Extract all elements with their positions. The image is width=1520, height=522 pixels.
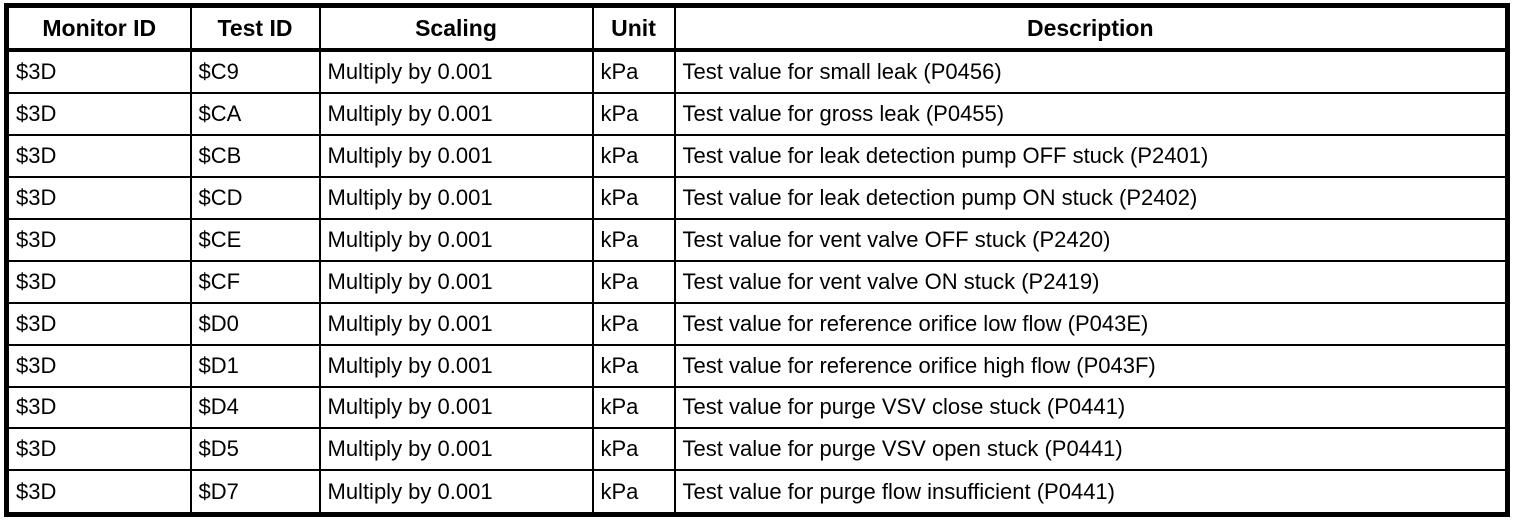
scaling-cell: Multiply by 0.001: [318, 48, 594, 95]
table-row: $3D $CB Multiply by 0.001 kPa Test value…: [5, 134, 1509, 179]
monitor-id-cell: $3D: [5, 176, 192, 220]
monitor-id-cell: $3D: [5, 427, 192, 472]
scaling-cell: Multiply by 0.001: [318, 92, 594, 137]
unit-cell: kPa: [591, 301, 676, 346]
scaling-cell: Multiply by 0.001: [318, 259, 594, 304]
table-row: $3D $D4 Multiply by 0.001 kPa Test value…: [5, 385, 1509, 430]
description-cell: Test value for vent valve ON stuck (P241…: [673, 259, 1509, 304]
unit-cell: kPa: [591, 218, 676, 262]
monitor-id-cell: $3D: [5, 469, 192, 516]
description-cell: Test value for reference orifice high fl…: [673, 343, 1509, 388]
column-header-unit: Unit: [591, 4, 676, 52]
test-id-cell: $CA: [189, 92, 321, 137]
unit-cell: kPa: [591, 427, 676, 472]
test-id-cell: $CB: [189, 134, 321, 179]
scaling-cell: Multiply by 0.001: [318, 134, 594, 179]
unit-cell: kPa: [591, 469, 676, 516]
test-id-cell: $CE: [189, 218, 321, 262]
description-cell: Test value for gross leak (P0455): [673, 92, 1509, 137]
header-row: Monitor ID Test ID Scaling Unit Descript…: [5, 4, 1509, 52]
scaling-cell: Multiply by 0.001: [318, 176, 594, 220]
monitor-id-cell: $3D: [5, 259, 192, 304]
test-id-cell: $CD: [189, 176, 321, 220]
test-id-cell: $D7: [189, 469, 321, 516]
description-cell: Test value for purge flow insufficient (…: [673, 469, 1509, 516]
table-row: $3D $CA Multiply by 0.001 kPa Test value…: [5, 92, 1509, 137]
description-cell: Test value for small leak (P0456): [673, 48, 1509, 95]
column-header-test-id: Test ID: [189, 4, 321, 52]
scaling-cell: Multiply by 0.001: [318, 218, 594, 262]
test-id-cell: $CF: [189, 259, 321, 304]
unit-cell: kPa: [591, 176, 676, 220]
column-header-monitor-id: Monitor ID: [5, 4, 192, 52]
test-id-cell: $C9: [189, 48, 321, 95]
scaling-cell: Multiply by 0.001: [318, 469, 594, 516]
unit-cell: kPa: [591, 134, 676, 179]
unit-cell: kPa: [591, 385, 676, 430]
unit-cell: kPa: [591, 92, 676, 137]
unit-cell: kPa: [591, 343, 676, 388]
monitor-id-cell: $3D: [5, 218, 192, 262]
table-row: $3D $D1 Multiply by 0.001 kPa Test value…: [5, 343, 1509, 388]
monitor-test-spec-table: Monitor ID Test ID Scaling Unit Descript…: [4, 3, 1510, 517]
monitor-id-cell: $3D: [5, 92, 192, 137]
column-header-scaling: Scaling: [318, 4, 594, 52]
unit-cell: kPa: [591, 259, 676, 304]
monitor-id-cell: $3D: [5, 301, 192, 346]
table-row: $3D $D0 Multiply by 0.001 kPa Test value…: [5, 301, 1509, 346]
test-id-cell: $D0: [189, 301, 321, 346]
monitor-id-cell: $3D: [5, 134, 192, 179]
scaling-cell: Multiply by 0.001: [318, 385, 594, 430]
table-row: $3D $CE Multiply by 0.001 kPa Test value…: [5, 218, 1509, 262]
scaling-cell: Multiply by 0.001: [318, 343, 594, 388]
unit-cell: kPa: [591, 48, 676, 95]
test-id-cell: $D5: [189, 427, 321, 472]
table-row: $3D $CD Multiply by 0.001 kPa Test value…: [5, 176, 1509, 220]
scaling-cell: Multiply by 0.001: [318, 427, 594, 472]
table-header: Monitor ID Test ID Scaling Unit Descript…: [5, 4, 1509, 52]
monitor-id-cell: $3D: [5, 48, 192, 95]
description-cell: Test value for reference orifice low flo…: [673, 301, 1509, 346]
table-row: $3D $D7 Multiply by 0.001 kPa Test value…: [5, 469, 1509, 516]
table-row: $3D $C9 Multiply by 0.001 kPa Test value…: [5, 48, 1509, 95]
monitor-id-cell: $3D: [5, 343, 192, 388]
description-cell: Test value for purge VSV close stuck (P0…: [673, 385, 1509, 430]
table-row: $3D $CF Multiply by 0.001 kPa Test value…: [5, 259, 1509, 304]
monitor-id-cell: $3D: [5, 385, 192, 430]
description-cell: Test value for leak detection pump ON st…: [673, 176, 1509, 220]
description-cell: Test value for vent valve OFF stuck (P24…: [673, 218, 1509, 262]
test-id-cell: $D4: [189, 385, 321, 430]
scaling-cell: Multiply by 0.001: [318, 301, 594, 346]
test-id-cell: $D1: [189, 343, 321, 388]
description-cell: Test value for leak detection pump OFF s…: [673, 134, 1509, 179]
table-row: $3D $D5 Multiply by 0.001 kPa Test value…: [5, 427, 1509, 472]
column-header-description: Description: [673, 4, 1509, 52]
table-body: $3D $C9 Multiply by 0.001 kPa Test value…: [5, 48, 1509, 516]
description-cell: Test value for purge VSV open stuck (P04…: [673, 427, 1509, 472]
